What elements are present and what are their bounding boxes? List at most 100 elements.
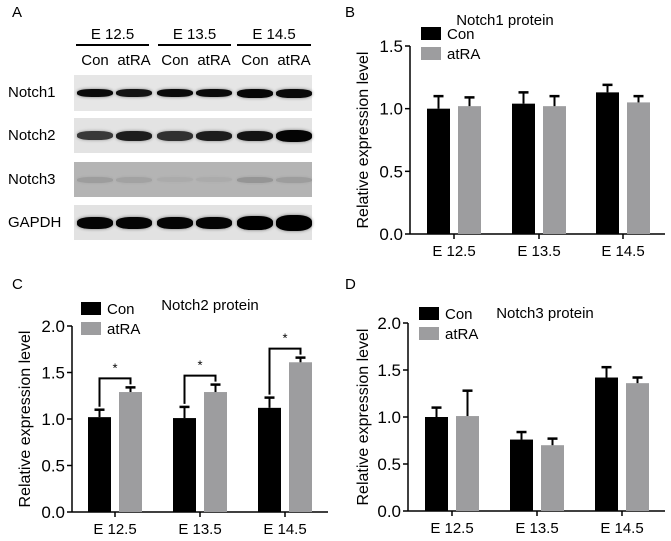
blot-strip-notch3 (74, 162, 312, 197)
lane-label: atRA (277, 52, 311, 69)
y-tick-label: 1.0 (41, 410, 65, 429)
blot-strip-gapdh (74, 205, 312, 240)
blot-band (116, 216, 152, 229)
x-tick-label: E 12.5 (93, 521, 136, 538)
legend-swatch-con (419, 307, 439, 320)
lane-label: atRA (197, 52, 231, 69)
blot-band (116, 130, 152, 141)
bar-con (425, 417, 448, 511)
blot-band (157, 177, 193, 182)
blot-band (196, 89, 232, 97)
y-tick-label: 0.5 (377, 455, 401, 474)
blot-band (237, 176, 273, 183)
bar-atra (627, 102, 650, 235)
y-tick-label: 1.0 (379, 100, 403, 119)
y-tick-label: 0.0 (41, 503, 65, 522)
panel-letter-b: B (345, 4, 356, 21)
legend-label-atra: atRA (107, 321, 140, 338)
y-axis-label: Relative expression level (17, 331, 34, 508)
significance-asterisk: * (112, 360, 117, 375)
legend-swatch-con (81, 302, 101, 315)
blot-band (77, 176, 113, 183)
y-tick-label: 2.0 (41, 317, 65, 336)
significance-asterisk: * (197, 358, 202, 373)
panel-letter-c: C (12, 276, 23, 293)
bar-con (510, 439, 533, 511)
chart-title: Notch2 protein (161, 297, 259, 314)
blot-band (157, 89, 193, 97)
legend-label-atra: atRA (447, 46, 480, 63)
blot-band (237, 130, 273, 141)
bar-con (258, 407, 281, 512)
stage-header-e13-5: E 13.5 (172, 26, 217, 43)
bar-atra (204, 392, 227, 512)
y-tick-label: 2.0 (377, 314, 401, 333)
significance-bracket (268, 347, 302, 395)
legend-label-con: Con (447, 26, 475, 43)
x-tick-label: E 14.5 (600, 520, 643, 537)
blot-band (157, 130, 193, 141)
y-axis-label: Relative expression level (355, 52, 372, 229)
bar-con (512, 103, 535, 234)
lane-label: Con (161, 52, 189, 69)
bar-con (596, 92, 619, 234)
significance-bracket (183, 374, 217, 404)
blot-band (276, 88, 312, 98)
x-tick-label: E 12.5 (430, 520, 473, 537)
blot-band (237, 215, 273, 230)
legend-label-con: Con (107, 301, 135, 318)
bar-atra (543, 106, 566, 234)
legend-swatch-con (421, 27, 441, 40)
x-tick-label: E 14.5 (263, 521, 306, 538)
y-tick-label: 1.5 (41, 364, 65, 383)
blot-band (77, 216, 113, 229)
blot-strip-notch2 (74, 118, 312, 153)
significance-bracket (98, 377, 132, 407)
chart-title: Notch1 protein (456, 12, 554, 29)
blot-band (237, 88, 273, 98)
legend-label-con: Con (445, 306, 473, 323)
y-tick-label: 0.0 (377, 502, 401, 521)
y-tick-label: 0.5 (41, 457, 65, 476)
row-label-notch1: Notch1 (8, 84, 56, 101)
y-tick-label: 0.0 (379, 225, 403, 244)
row-label-notch2: Notch2 (8, 127, 56, 144)
stage-underline (237, 44, 311, 46)
bar-atra (456, 416, 479, 511)
x-tick-label: E 13.5 (178, 521, 221, 538)
y-tick-label: 1.5 (379, 37, 403, 56)
y-tick-label: 1.0 (377, 408, 401, 427)
x-tick-label: E 14.5 (601, 243, 644, 260)
legend-swatch-atra (419, 327, 439, 340)
x-tick-label: E 13.5 (515, 520, 558, 537)
blot-band (77, 89, 113, 97)
bar-con (427, 108, 450, 234)
legend-swatch-atra (81, 322, 101, 335)
lane-label: Con (81, 52, 109, 69)
y-tick-label: 0.5 (379, 162, 403, 181)
blot-band (196, 177, 232, 182)
x-tick-label: E 12.5 (432, 243, 475, 260)
bar-atra (458, 106, 481, 234)
blot-band (196, 216, 232, 229)
legend-label-atra: atRA (445, 326, 478, 343)
significance-asterisk: * (282, 331, 287, 346)
blot-band (276, 214, 312, 231)
bar-con (173, 418, 196, 512)
bar-atra (119, 392, 142, 512)
blot-band (276, 176, 312, 183)
stage-header-e12-5: E 12.5 (90, 26, 135, 43)
stage-underline (158, 44, 231, 46)
blot-band (157, 216, 193, 229)
blot-strip-notch1 (74, 75, 312, 111)
y-tick-label: 1.5 (377, 361, 401, 380)
blot-band (196, 130, 232, 141)
bar-atra (541, 445, 564, 511)
y-axis-label: Relative expression level (355, 329, 372, 506)
legend-swatch-atra (421, 47, 441, 60)
bar-atra (289, 362, 312, 512)
x-tick-label: E 13.5 (517, 243, 560, 260)
bar-con (88, 417, 111, 512)
